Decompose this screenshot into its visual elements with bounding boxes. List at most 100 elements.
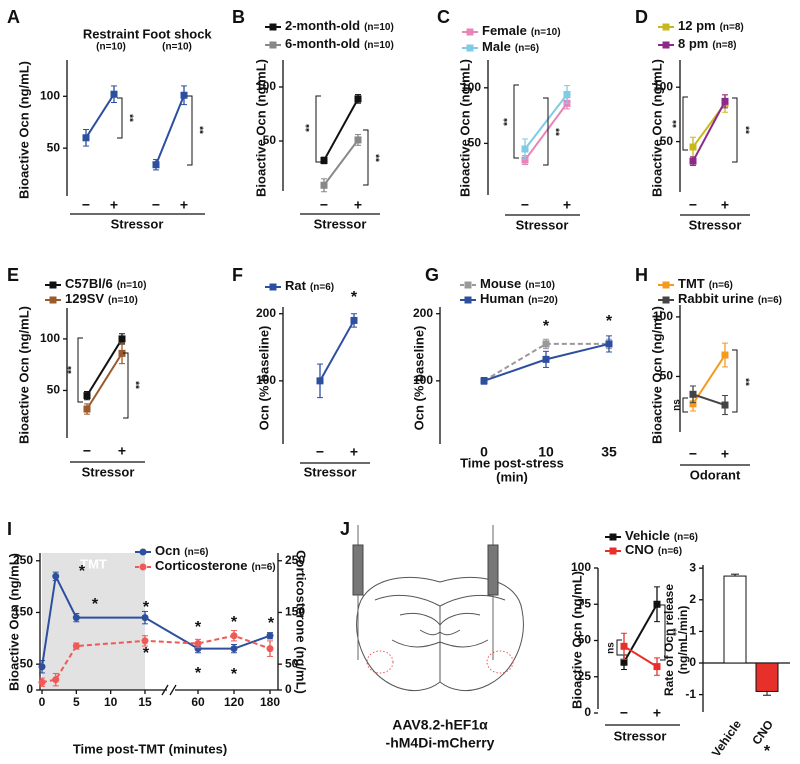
legend-label: 12 pm xyxy=(678,18,716,33)
data-point xyxy=(82,134,90,142)
x-tick-label: 0 xyxy=(39,695,46,709)
y-axis-label: Bioactive Ocn (ng/mL) xyxy=(16,61,31,199)
y-tick-label: 100 xyxy=(653,79,673,93)
legend-marker xyxy=(466,44,474,52)
significance-label: * xyxy=(143,645,150,662)
significance-label: ** xyxy=(503,118,514,126)
diagram-caption: AAV8.2-hEF1α xyxy=(392,717,488,733)
x-category-label: + xyxy=(110,197,118,213)
y-axis-label: Bioactive Ocn (ng/mL) xyxy=(649,306,664,444)
data-point xyxy=(72,614,80,622)
data-point xyxy=(653,663,661,671)
y-axis-label: Rate of Ocn release xyxy=(662,584,676,696)
needle xyxy=(352,544,364,596)
data-point xyxy=(180,91,188,99)
x-category-label: − xyxy=(620,705,628,721)
legend-label: Rabbit urine xyxy=(678,291,754,306)
panel-letter: A xyxy=(7,7,20,27)
legend-label: TMT xyxy=(678,276,705,291)
panel-letter: F xyxy=(232,265,243,285)
panel-letter: B xyxy=(232,7,245,27)
y-tick-label: 75 xyxy=(578,596,592,610)
y-tick-label: 50 xyxy=(263,133,277,147)
data-point xyxy=(721,401,729,409)
data-point xyxy=(354,136,362,144)
series-line xyxy=(323,98,359,161)
legend-marker xyxy=(662,41,670,49)
legend-marker xyxy=(464,296,472,304)
legend-entry: Female (n=10) xyxy=(482,23,561,38)
y-tick-label: 0 xyxy=(26,682,33,696)
data-point xyxy=(110,90,118,98)
legend-entry: Corticosterone (n=6) xyxy=(155,558,276,573)
data-point xyxy=(480,377,488,385)
y2-tick-label: 150 xyxy=(285,605,305,619)
significance-label: ns xyxy=(606,642,617,654)
x-category-label: + xyxy=(118,443,126,459)
y-tick-label: 50 xyxy=(660,134,674,148)
data-point xyxy=(38,678,46,686)
brain-diagram xyxy=(352,525,524,692)
series-line xyxy=(623,603,658,663)
y-tick-label: 100 xyxy=(461,80,481,94)
data-point xyxy=(521,156,529,164)
data-point xyxy=(689,390,697,398)
x-category-label: − xyxy=(83,443,91,459)
significance-bracket xyxy=(660,604,666,661)
legend-label: Ocn xyxy=(155,543,180,558)
series-line xyxy=(692,100,726,162)
y-axis-label: Bioactive Ocn (ng/mL) xyxy=(649,59,664,197)
series-line xyxy=(86,352,123,410)
series-line xyxy=(323,139,359,186)
y-axis-label: Bioactive Ocn (ng/mL) xyxy=(569,571,584,709)
data-point xyxy=(689,143,697,151)
data-point xyxy=(194,639,202,647)
y-tick-label: 100 xyxy=(40,88,60,102)
legend-label: Male xyxy=(482,39,511,54)
axis-break xyxy=(161,684,177,696)
y-tick-label: 100 xyxy=(40,331,60,345)
legend-entry: 129SV (n=10) xyxy=(65,291,138,306)
legend-entry: Ocn (n=6) xyxy=(155,543,208,558)
data-point xyxy=(316,377,324,385)
x-axis-label: Stressor xyxy=(689,217,742,232)
significance-bracket xyxy=(77,337,83,403)
significance-label: ns xyxy=(672,399,683,411)
legend-entry: CNO (n=6) xyxy=(625,542,682,557)
significance-label: * xyxy=(764,743,771,760)
significance-bracket xyxy=(543,97,549,166)
data-point xyxy=(721,351,729,359)
x-axis-label: Stressor xyxy=(111,216,164,231)
data-point xyxy=(194,645,202,653)
significance-label: * xyxy=(195,619,202,636)
data-point xyxy=(354,95,362,103)
x-axis-label: Stressor xyxy=(82,464,135,479)
x-category-label: Vehicle xyxy=(709,717,744,759)
x-category-label: + xyxy=(350,444,358,460)
series-line xyxy=(319,319,355,382)
x-axis-label: Stressor xyxy=(314,216,367,231)
x-tick-label: 120 xyxy=(224,695,244,709)
significance-label: ** xyxy=(666,628,677,636)
data-point xyxy=(542,355,550,363)
significance-label: ** xyxy=(123,114,134,122)
data-point xyxy=(350,316,358,324)
legend-marker xyxy=(662,281,670,289)
y2-tick-label: 50 xyxy=(285,656,299,670)
legend-marker xyxy=(609,547,617,555)
legend-entry: 6-month-old (n=10) xyxy=(285,36,394,51)
significance-label: ** xyxy=(739,126,750,134)
data-point xyxy=(118,349,126,357)
needle xyxy=(487,544,499,596)
legend-label: Mouse xyxy=(480,276,521,291)
legend-n: (n=10) xyxy=(525,280,555,291)
legend-marker xyxy=(269,41,277,49)
legend-label: Rat xyxy=(285,278,307,293)
data-point xyxy=(141,637,149,645)
legend-n: (n=6) xyxy=(251,562,275,573)
significance-bracket xyxy=(616,639,622,656)
significance-bracket xyxy=(732,349,738,413)
y-tick-label: 3 xyxy=(689,560,696,574)
y-tick-label: 0 xyxy=(584,705,591,719)
